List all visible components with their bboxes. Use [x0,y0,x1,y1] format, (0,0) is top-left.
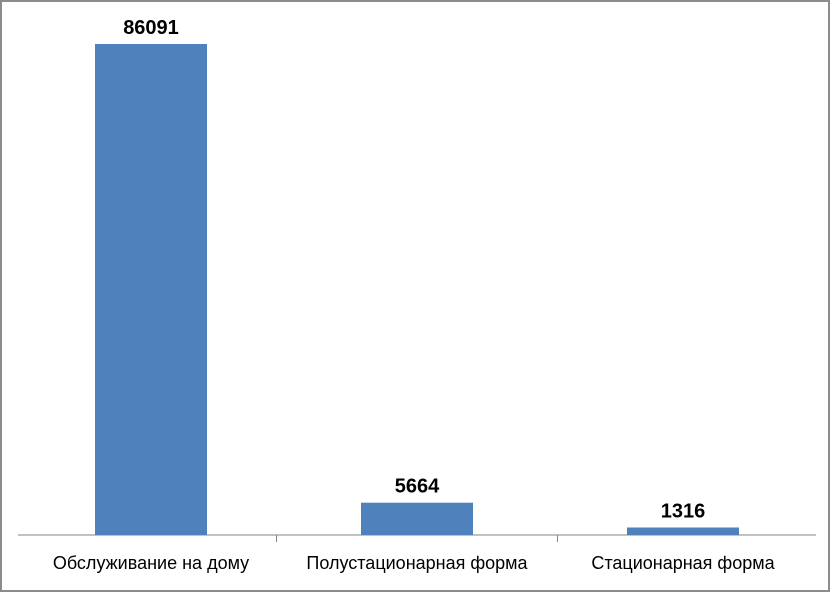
bar-3 [627,527,739,535]
data-label-2: 5664 [395,476,440,498]
data-label-1: 86091 [123,17,179,39]
category-label-1: Обслуживание на дому [53,553,249,573]
bar-1 [95,44,207,535]
data-label-3: 1316 [661,501,706,523]
category-labels-group: Обслуживание на дому Полустационарная фор… [53,553,776,573]
data-labels-group: 86091 5664 1316 [123,17,705,523]
category-label-3: Стационарная форма [591,553,775,573]
bar-2 [361,502,473,535]
category-label-2: Полустационарная форма [306,553,528,573]
bars-group [95,44,739,535]
